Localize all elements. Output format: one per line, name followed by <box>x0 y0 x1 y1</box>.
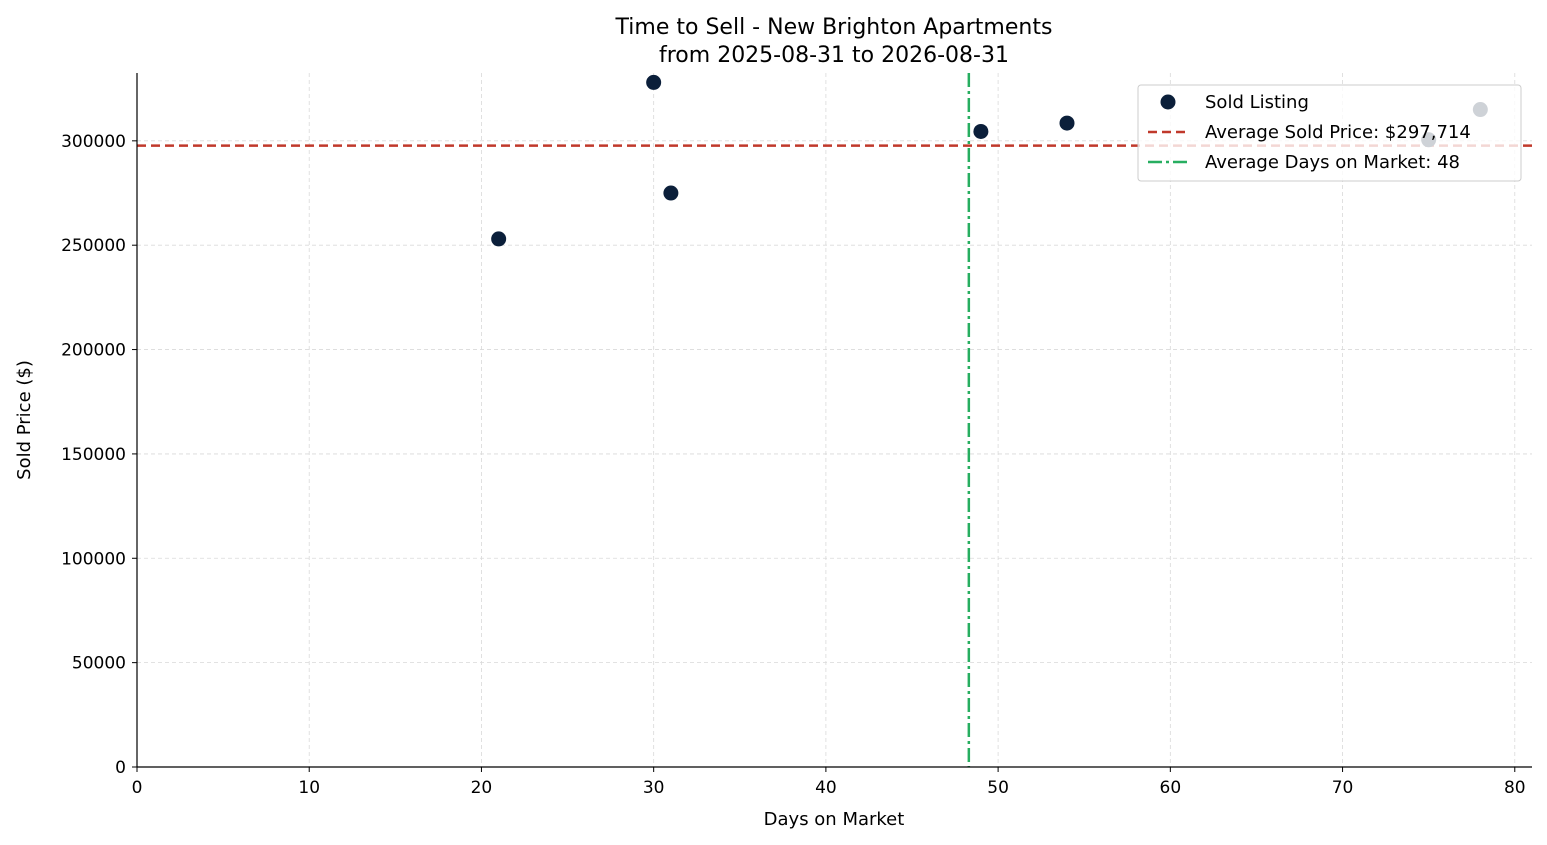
chart-subtitle: from 2025-08-31 to 2026-08-31 <box>659 43 1009 68</box>
y-tick-label: 50000 <box>72 654 126 674</box>
x-tick-label: 10 <box>298 778 320 798</box>
y-tick-label: 200000 <box>61 341 126 361</box>
legend-label-average-days: Average Days on Market: 48 <box>1205 152 1460 173</box>
y-tick-label: 150000 <box>61 445 126 465</box>
x-tick-label: 60 <box>1160 778 1182 798</box>
grid <box>137 73 1532 767</box>
y-axis-label: Sold Price ($) <box>14 360 35 480</box>
legend-marker-sold-listing <box>1160 94 1176 110</box>
x-tick-label: 70 <box>1332 778 1354 798</box>
legend-label-average-sold-price: Average Sold Price: $297,714 <box>1205 122 1471 143</box>
y-tick-label: 300000 <box>61 132 126 152</box>
x-tick-label: 20 <box>471 778 493 798</box>
x-axis-label: Days on Market <box>764 809 905 830</box>
sold-listing-point <box>663 185 679 201</box>
sold-listing-point <box>491 231 507 247</box>
legend: Sold Listing Average Sold Price: $297,71… <box>1137 84 1522 182</box>
legend-box <box>1137 84 1522 182</box>
y-tick-label: 0 <box>115 758 126 778</box>
chart-title: Time to Sell - New Brighton Apartments <box>615 15 1053 40</box>
sold-listing-point <box>1059 115 1075 131</box>
axes <box>132 73 1532 772</box>
sold-listing-point <box>973 123 989 139</box>
x-tick-label: 30 <box>643 778 665 798</box>
y-tick-label: 100000 <box>61 549 126 569</box>
x-tick-label: 80 <box>1504 778 1526 798</box>
x-tick-label: 40 <box>815 778 837 798</box>
legend-label-sold-listing: Sold Listing <box>1205 92 1309 113</box>
tick-labels: 0 10 20 30 40 50 60 70 80 0 50000 100000 150000 20000… <box>61 132 1526 798</box>
sold-listing-point <box>646 74 662 90</box>
y-tick-label: 250000 <box>61 236 126 256</box>
x-tick-label: 50 <box>987 778 1009 798</box>
x-tick-label: 0 <box>132 778 143 798</box>
